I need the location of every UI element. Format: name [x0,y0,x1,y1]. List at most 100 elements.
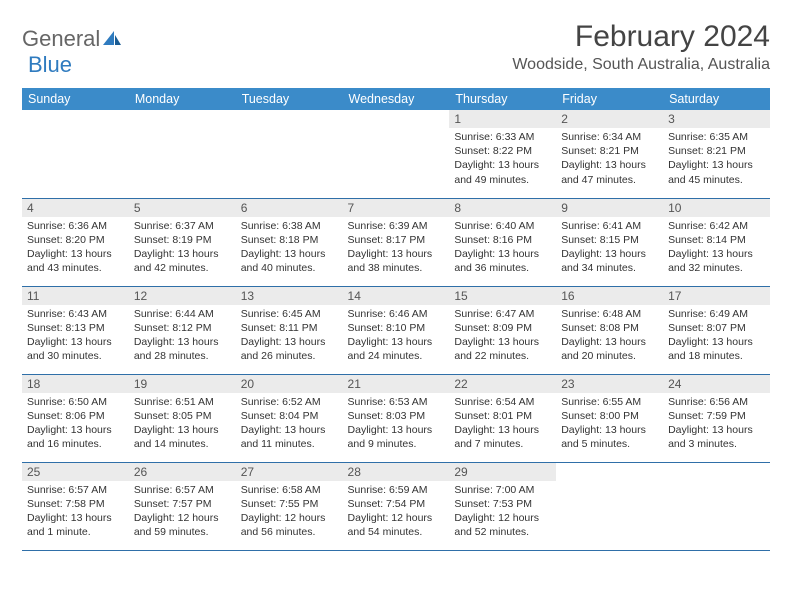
day-number: 16 [556,287,663,305]
day-detail-line: Daylight: 13 hours [348,335,445,349]
day-detail-line: and 7 minutes. [454,437,551,451]
day-number: 1 [449,110,556,128]
day-detail-line: Daylight: 13 hours [561,423,658,437]
calendar-day-cell: 18Sunrise: 6:50 AMSunset: 8:06 PMDayligh… [22,374,129,462]
day-number: 4 [22,199,129,217]
day-details: Sunrise: 6:42 AMSunset: 8:14 PMDaylight:… [663,217,770,280]
day-detail-line: and 59 minutes. [134,525,231,539]
day-number: 28 [343,463,450,481]
day-details: Sunrise: 6:54 AMSunset: 8:01 PMDaylight:… [449,393,556,456]
day-number: 24 [663,375,770,393]
day-detail-line: Daylight: 13 hours [668,335,765,349]
calendar-day-cell: 13Sunrise: 6:45 AMSunset: 8:11 PMDayligh… [236,286,343,374]
day-detail-line: and 26 minutes. [241,349,338,363]
day-details: Sunrise: 6:33 AMSunset: 8:22 PMDaylight:… [449,128,556,191]
day-detail-line: Sunset: 8:14 PM [668,233,765,247]
calendar-day-cell: 16Sunrise: 6:48 AMSunset: 8:08 PMDayligh… [556,286,663,374]
day-number: 12 [129,287,236,305]
day-detail-line: and 42 minutes. [134,261,231,275]
calendar-day-cell: 5Sunrise: 6:37 AMSunset: 8:19 PMDaylight… [129,198,236,286]
day-details: Sunrise: 6:44 AMSunset: 8:12 PMDaylight:… [129,305,236,368]
day-detail-line: Daylight: 13 hours [134,423,231,437]
day-detail-line: Daylight: 13 hours [561,247,658,261]
day-detail-line: Sunset: 8:07 PM [668,321,765,335]
day-number: 29 [449,463,556,481]
day-detail-line: and 56 minutes. [241,525,338,539]
calendar-day-cell: 8Sunrise: 6:40 AMSunset: 8:16 PMDaylight… [449,198,556,286]
day-details: Sunrise: 6:56 AMSunset: 7:59 PMDaylight:… [663,393,770,456]
day-number: 13 [236,287,343,305]
day-details: Sunrise: 6:35 AMSunset: 8:21 PMDaylight:… [663,128,770,191]
day-number: 25 [22,463,129,481]
calendar-week-row: 4Sunrise: 6:36 AMSunset: 8:20 PMDaylight… [22,198,770,286]
day-detail-line: Sunset: 8:00 PM [561,409,658,423]
day-detail-line: Sunrise: 6:57 AM [134,483,231,497]
day-details: Sunrise: 6:49 AMSunset: 8:07 PMDaylight:… [663,305,770,368]
calendar-day-cell: 3Sunrise: 6:35 AMSunset: 8:21 PMDaylight… [663,110,770,198]
day-detail-line: Daylight: 13 hours [27,511,124,525]
day-detail-line: and 36 minutes. [454,261,551,275]
day-detail-line: Sunset: 8:11 PM [241,321,338,335]
weekday-header: Sunday [22,88,129,110]
day-details: Sunrise: 6:57 AMSunset: 7:58 PMDaylight:… [22,481,129,544]
day-detail-line: Daylight: 13 hours [561,158,658,172]
day-detail-line: Sunrise: 6:41 AM [561,219,658,233]
day-number: 3 [663,110,770,128]
day-detail-line: Daylight: 13 hours [668,247,765,261]
day-detail-line: Sunrise: 6:47 AM [454,307,551,321]
day-detail-line: Sunrise: 6:45 AM [241,307,338,321]
calendar-day-cell [556,462,663,550]
day-detail-line: Sunset: 8:21 PM [561,144,658,158]
day-detail-line: Sunset: 7:57 PM [134,497,231,511]
day-detail-line: and 38 minutes. [348,261,445,275]
day-detail-line: Sunset: 8:18 PM [241,233,338,247]
day-detail-line: Daylight: 13 hours [241,423,338,437]
day-detail-line: and 22 minutes. [454,349,551,363]
day-detail-line: and 16 minutes. [27,437,124,451]
day-number: 20 [236,375,343,393]
day-detail-line: Sunset: 8:15 PM [561,233,658,247]
calendar-day-cell: 6Sunrise: 6:38 AMSunset: 8:18 PMDaylight… [236,198,343,286]
weekday-header: Saturday [663,88,770,110]
day-number: 14 [343,287,450,305]
calendar-day-cell: 17Sunrise: 6:49 AMSunset: 8:07 PMDayligh… [663,286,770,374]
day-number: 2 [556,110,663,128]
day-number: 8 [449,199,556,217]
day-detail-line: and 52 minutes. [454,525,551,539]
day-details: Sunrise: 6:37 AMSunset: 8:19 PMDaylight:… [129,217,236,280]
day-detail-line: Sunrise: 6:49 AM [668,307,765,321]
day-detail-line: Sunrise: 6:43 AM [27,307,124,321]
day-detail-line: Sunset: 8:10 PM [348,321,445,335]
day-detail-line: and 28 minutes. [134,349,231,363]
day-detail-line: Sunset: 8:21 PM [668,144,765,158]
day-detail-line: and 3 minutes. [668,437,765,451]
day-number: 10 [663,199,770,217]
day-detail-line: Daylight: 13 hours [241,247,338,261]
calendar-day-cell: 1Sunrise: 6:33 AMSunset: 8:22 PMDaylight… [449,110,556,198]
day-number: 26 [129,463,236,481]
day-detail-line: Sunrise: 6:59 AM [348,483,445,497]
day-detail-line: Daylight: 13 hours [561,335,658,349]
day-detail-line: and 14 minutes. [134,437,231,451]
calendar-body: 1Sunrise: 6:33 AMSunset: 8:22 PMDaylight… [22,110,770,550]
day-details: Sunrise: 6:39 AMSunset: 8:17 PMDaylight:… [343,217,450,280]
calendar-day-cell: 12Sunrise: 6:44 AMSunset: 8:12 PMDayligh… [129,286,236,374]
day-detail-line: Sunset: 8:22 PM [454,144,551,158]
calendar-day-cell: 7Sunrise: 6:39 AMSunset: 8:17 PMDaylight… [343,198,450,286]
day-detail-line: Sunset: 7:58 PM [27,497,124,511]
day-detail-line: Daylight: 13 hours [454,247,551,261]
day-detail-line: and 47 minutes. [561,173,658,187]
day-number: 23 [556,375,663,393]
calendar-day-cell: 20Sunrise: 6:52 AMSunset: 8:04 PMDayligh… [236,374,343,462]
day-detail-line: Sunrise: 6:50 AM [27,395,124,409]
day-detail-line: Sunrise: 6:40 AM [454,219,551,233]
calendar-week-row: 25Sunrise: 6:57 AMSunset: 7:58 PMDayligh… [22,462,770,550]
day-detail-line: and 20 minutes. [561,349,658,363]
day-detail-line: Sunrise: 6:38 AM [241,219,338,233]
weekday-header-row: Sunday Monday Tuesday Wednesday Thursday… [22,88,770,110]
day-detail-line: and 11 minutes. [241,437,338,451]
day-detail-line: Daylight: 13 hours [454,158,551,172]
day-detail-line: Sunrise: 6:52 AM [241,395,338,409]
calendar-day-cell [236,110,343,198]
day-detail-line: and 40 minutes. [241,261,338,275]
